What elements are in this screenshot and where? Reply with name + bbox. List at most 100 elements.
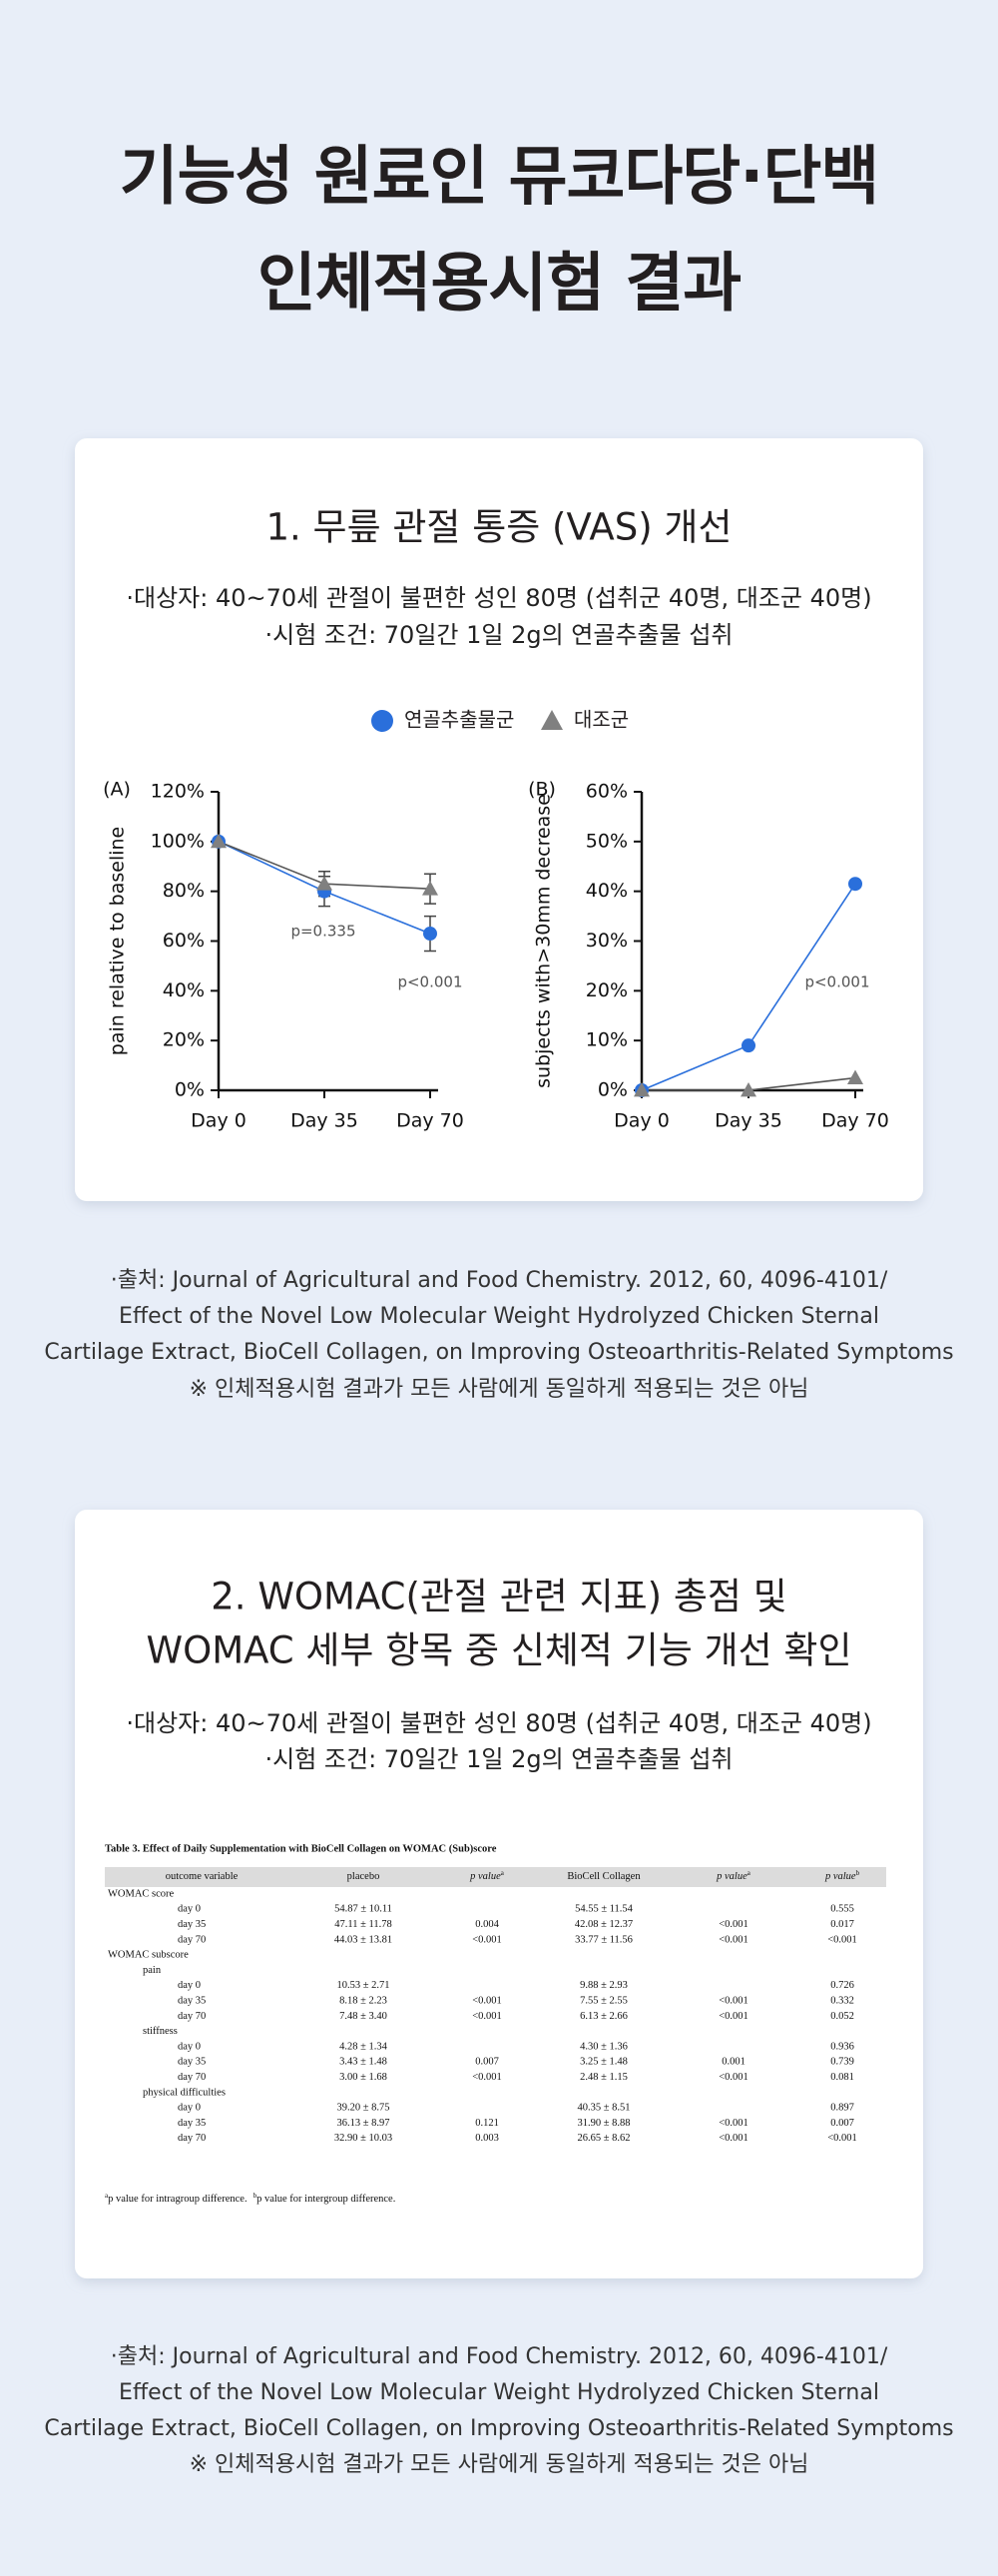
- table-cell: 0.726: [830, 1980, 854, 1991]
- subgroup-label: pain: [143, 1965, 162, 1976]
- header-text: BioCell Collagen: [567, 1871, 641, 1882]
- section-title: 2. WOMAC(관절 관련 지표) 총점 및: [211, 1576, 786, 1618]
- table-cell: 39.20 ± 8.75: [336, 2103, 389, 2114]
- row-label: day 0: [178, 1904, 201, 1915]
- data-point: [422, 881, 438, 896]
- table-cell: <0.001: [719, 2072, 748, 2083]
- data-point: [316, 876, 332, 891]
- table-cell: <0.001: [827, 1934, 857, 1945]
- table-cell: <0.001: [719, 1919, 748, 1930]
- data-point: [741, 1082, 756, 1097]
- section-title: WOMAC 세부 항목 중 신체적 기능 개선 확인: [146, 1629, 851, 1672]
- footnote-text: p value for intragroup difference.: [108, 2194, 247, 2205]
- table-cell: 0.121: [475, 2118, 499, 2129]
- table-cell: <0.001: [472, 2011, 502, 2022]
- table-footnote: ap value for intragroup difference. bp va…: [105, 2192, 395, 2206]
- legend-marker: [371, 710, 393, 732]
- table-cell: 0.003: [475, 2133, 499, 2144]
- y-tick-label: 50%: [586, 830, 628, 852]
- table-cell: 0.004: [475, 1919, 499, 1930]
- data-point: [634, 1082, 650, 1097]
- x-tick-label: Day 35: [715, 1110, 782, 1132]
- y-axis-label: subjects with>30mm decrease: [533, 794, 555, 1088]
- page-title: 기능성 원료인 뮤코다당·단백: [120, 141, 878, 215]
- y-tick-label: 0%: [175, 1079, 205, 1101]
- y-tick-label: 10%: [586, 1029, 628, 1051]
- row-label: day 70: [178, 2011, 206, 2022]
- row-label: day 0: [178, 1980, 201, 1991]
- annotation: p<0.001: [397, 973, 462, 991]
- y-tick-label: 20%: [163, 1029, 205, 1051]
- y-axis-label: pain relative to baseline: [107, 827, 129, 1055]
- table-header: p valuea: [716, 1869, 751, 1883]
- panel-label: (A): [103, 779, 131, 801]
- table-cell: 0.081: [830, 2072, 854, 2083]
- table-cell: 9.88 ± 2.93: [580, 1980, 628, 1991]
- page-title: 인체적용시험 결과: [257, 248, 741, 322]
- table-cell: 0.936: [830, 2041, 854, 2052]
- x-tick-label: Day 70: [821, 1110, 889, 1132]
- table-cell: 2.48 ± 1.15: [580, 2072, 628, 2083]
- table-cell: <0.001: [472, 2072, 502, 2083]
- table-cell: 36.13 ± 8.97: [336, 2118, 389, 2129]
- table-header: outcome variable: [166, 1871, 239, 1882]
- data-point: [211, 833, 227, 849]
- row-label: day 35: [178, 1919, 206, 1930]
- table-cell: 4.28 ± 1.34: [339, 2041, 388, 2052]
- annotation: p<0.001: [804, 973, 869, 991]
- section-title: 1. 무릎 관절 통증 (VAS) 개선: [265, 506, 732, 549]
- table-header: placebo: [347, 1871, 380, 1882]
- table-cell: 7.48 ± 3.40: [339, 2011, 387, 2022]
- footnote-sup: b: [253, 2192, 257, 2200]
- row-label: day 35: [178, 2057, 206, 2068]
- source-line: ·출처: Journal of Agricultural and Food Ch…: [111, 2344, 888, 2369]
- table-cell: 0.017: [830, 1919, 854, 1930]
- card: [75, 1510, 923, 2278]
- row-label: day 35: [178, 1996, 206, 2007]
- table-cell: <0.001: [472, 1996, 502, 2007]
- table-cell: 44.03 ± 13.81: [334, 1934, 392, 1945]
- table-cell: <0.001: [719, 2118, 748, 2129]
- x-tick-label: Day 0: [614, 1110, 670, 1132]
- y-tick-label: 30%: [586, 930, 628, 952]
- header-sup: a: [748, 1869, 751, 1877]
- table-cell: 0.052: [830, 2011, 854, 2022]
- y-tick-label: 20%: [586, 979, 628, 1001]
- table-cell: 31.90 ± 8.88: [577, 2118, 630, 2129]
- table-cell: 26.65 ± 8.62: [577, 2133, 630, 2144]
- x-tick-label: Day 0: [191, 1110, 247, 1132]
- x-tick-label: Day 35: [290, 1110, 358, 1132]
- footnote-text: p value for intergroup difference.: [256, 2194, 395, 2205]
- table-title: Table 3. Effect of Daily Supplementation…: [105, 1843, 497, 1854]
- x-tick-label: Day 70: [396, 1110, 464, 1132]
- subject-line: ·시험 조건: 70일간 1일 2g의 연골추출물 섭취: [265, 1745, 734, 1773]
- y-tick-label: 60%: [586, 781, 628, 803]
- data-point: [848, 877, 862, 892]
- table-cell: 3.25 ± 1.48: [580, 2057, 628, 2068]
- table-cell: <0.001: [719, 2133, 748, 2144]
- subgroup-label: stiffness: [143, 2026, 178, 2037]
- table-cell: 42.08 ± 12.37: [575, 1919, 633, 1930]
- source-line: Effect of the Novel Low Molecular Weight…: [119, 1304, 879, 1329]
- header-text: placebo: [347, 1871, 380, 1882]
- table-cell: 0.555: [830, 1904, 854, 1915]
- data-point: [423, 927, 437, 942]
- table-cell: 0.007: [830, 2118, 854, 2129]
- panel-label: (B): [528, 779, 556, 801]
- table-cell: <0.001: [827, 2133, 857, 2144]
- table-cell: 3.43 ± 1.48: [339, 2057, 387, 2068]
- table-cell: 32.90 ± 10.03: [334, 2133, 392, 2144]
- table-cell: 0.739: [830, 2057, 854, 2068]
- row-label: day 70: [178, 2072, 206, 2083]
- y-tick-label: 40%: [163, 979, 205, 1001]
- group-label: WOMAC subscore: [108, 1950, 189, 1961]
- header-text: p value: [824, 1871, 856, 1882]
- table-cell: 6.13 ± 2.66: [580, 2011, 628, 2022]
- source-line: Cartilage Extract, BioCell Collagen, on …: [44, 1340, 953, 1365]
- annotation: p=0.335: [290, 923, 355, 941]
- table-cell: <0.001: [719, 1996, 748, 2007]
- header-sup: b: [856, 1869, 860, 1877]
- table-cell: 3.00 ± 1.68: [339, 2072, 387, 2083]
- table-cell: <0.001: [719, 2011, 748, 2022]
